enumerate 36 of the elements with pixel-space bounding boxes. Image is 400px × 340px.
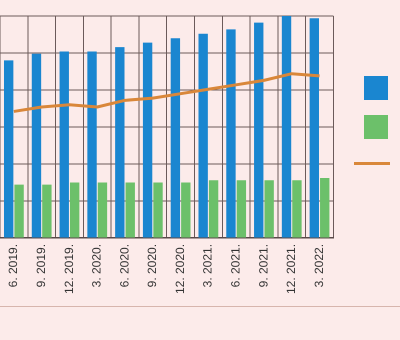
bar xyxy=(87,52,97,238)
bar xyxy=(42,184,52,238)
bar xyxy=(32,54,42,238)
bar xyxy=(264,180,274,238)
bar xyxy=(226,29,236,238)
bar xyxy=(142,42,152,238)
bar xyxy=(115,47,125,238)
x-tick-label: 3. 2022. xyxy=(312,244,326,288)
bar xyxy=(14,184,24,238)
x-tick-label: 9. 2020. xyxy=(145,244,160,288)
bar xyxy=(254,22,264,238)
bar xyxy=(292,180,302,238)
bar xyxy=(153,182,163,238)
bar xyxy=(170,38,180,238)
x-tick-label: 6. 2021. xyxy=(228,244,242,288)
bar xyxy=(98,182,108,238)
x-tick-label: 9. 2019. xyxy=(34,244,48,288)
bar xyxy=(208,180,218,238)
x-tick-label: 3. 2020. xyxy=(90,244,104,288)
x-tick-label: 12. 2019. xyxy=(62,244,76,294)
bar xyxy=(320,178,330,238)
bar xyxy=(310,18,319,238)
bar xyxy=(282,16,292,238)
bar xyxy=(236,180,246,238)
bar xyxy=(126,182,135,238)
x-tick-label: 12. 2021. xyxy=(284,244,298,294)
bar xyxy=(60,52,69,238)
bar xyxy=(181,182,190,238)
bar xyxy=(70,182,80,238)
bar xyxy=(198,34,208,238)
bar xyxy=(4,60,14,238)
x-tick-label: 9. 2021. xyxy=(256,244,270,288)
x-tick-label: 6. 2019. xyxy=(6,244,20,288)
x-tick-label: 6. 2020. xyxy=(117,244,132,288)
x-tick-label: 12. 2020. xyxy=(172,244,187,294)
x-tick-label: 3. 2021. xyxy=(200,244,215,288)
